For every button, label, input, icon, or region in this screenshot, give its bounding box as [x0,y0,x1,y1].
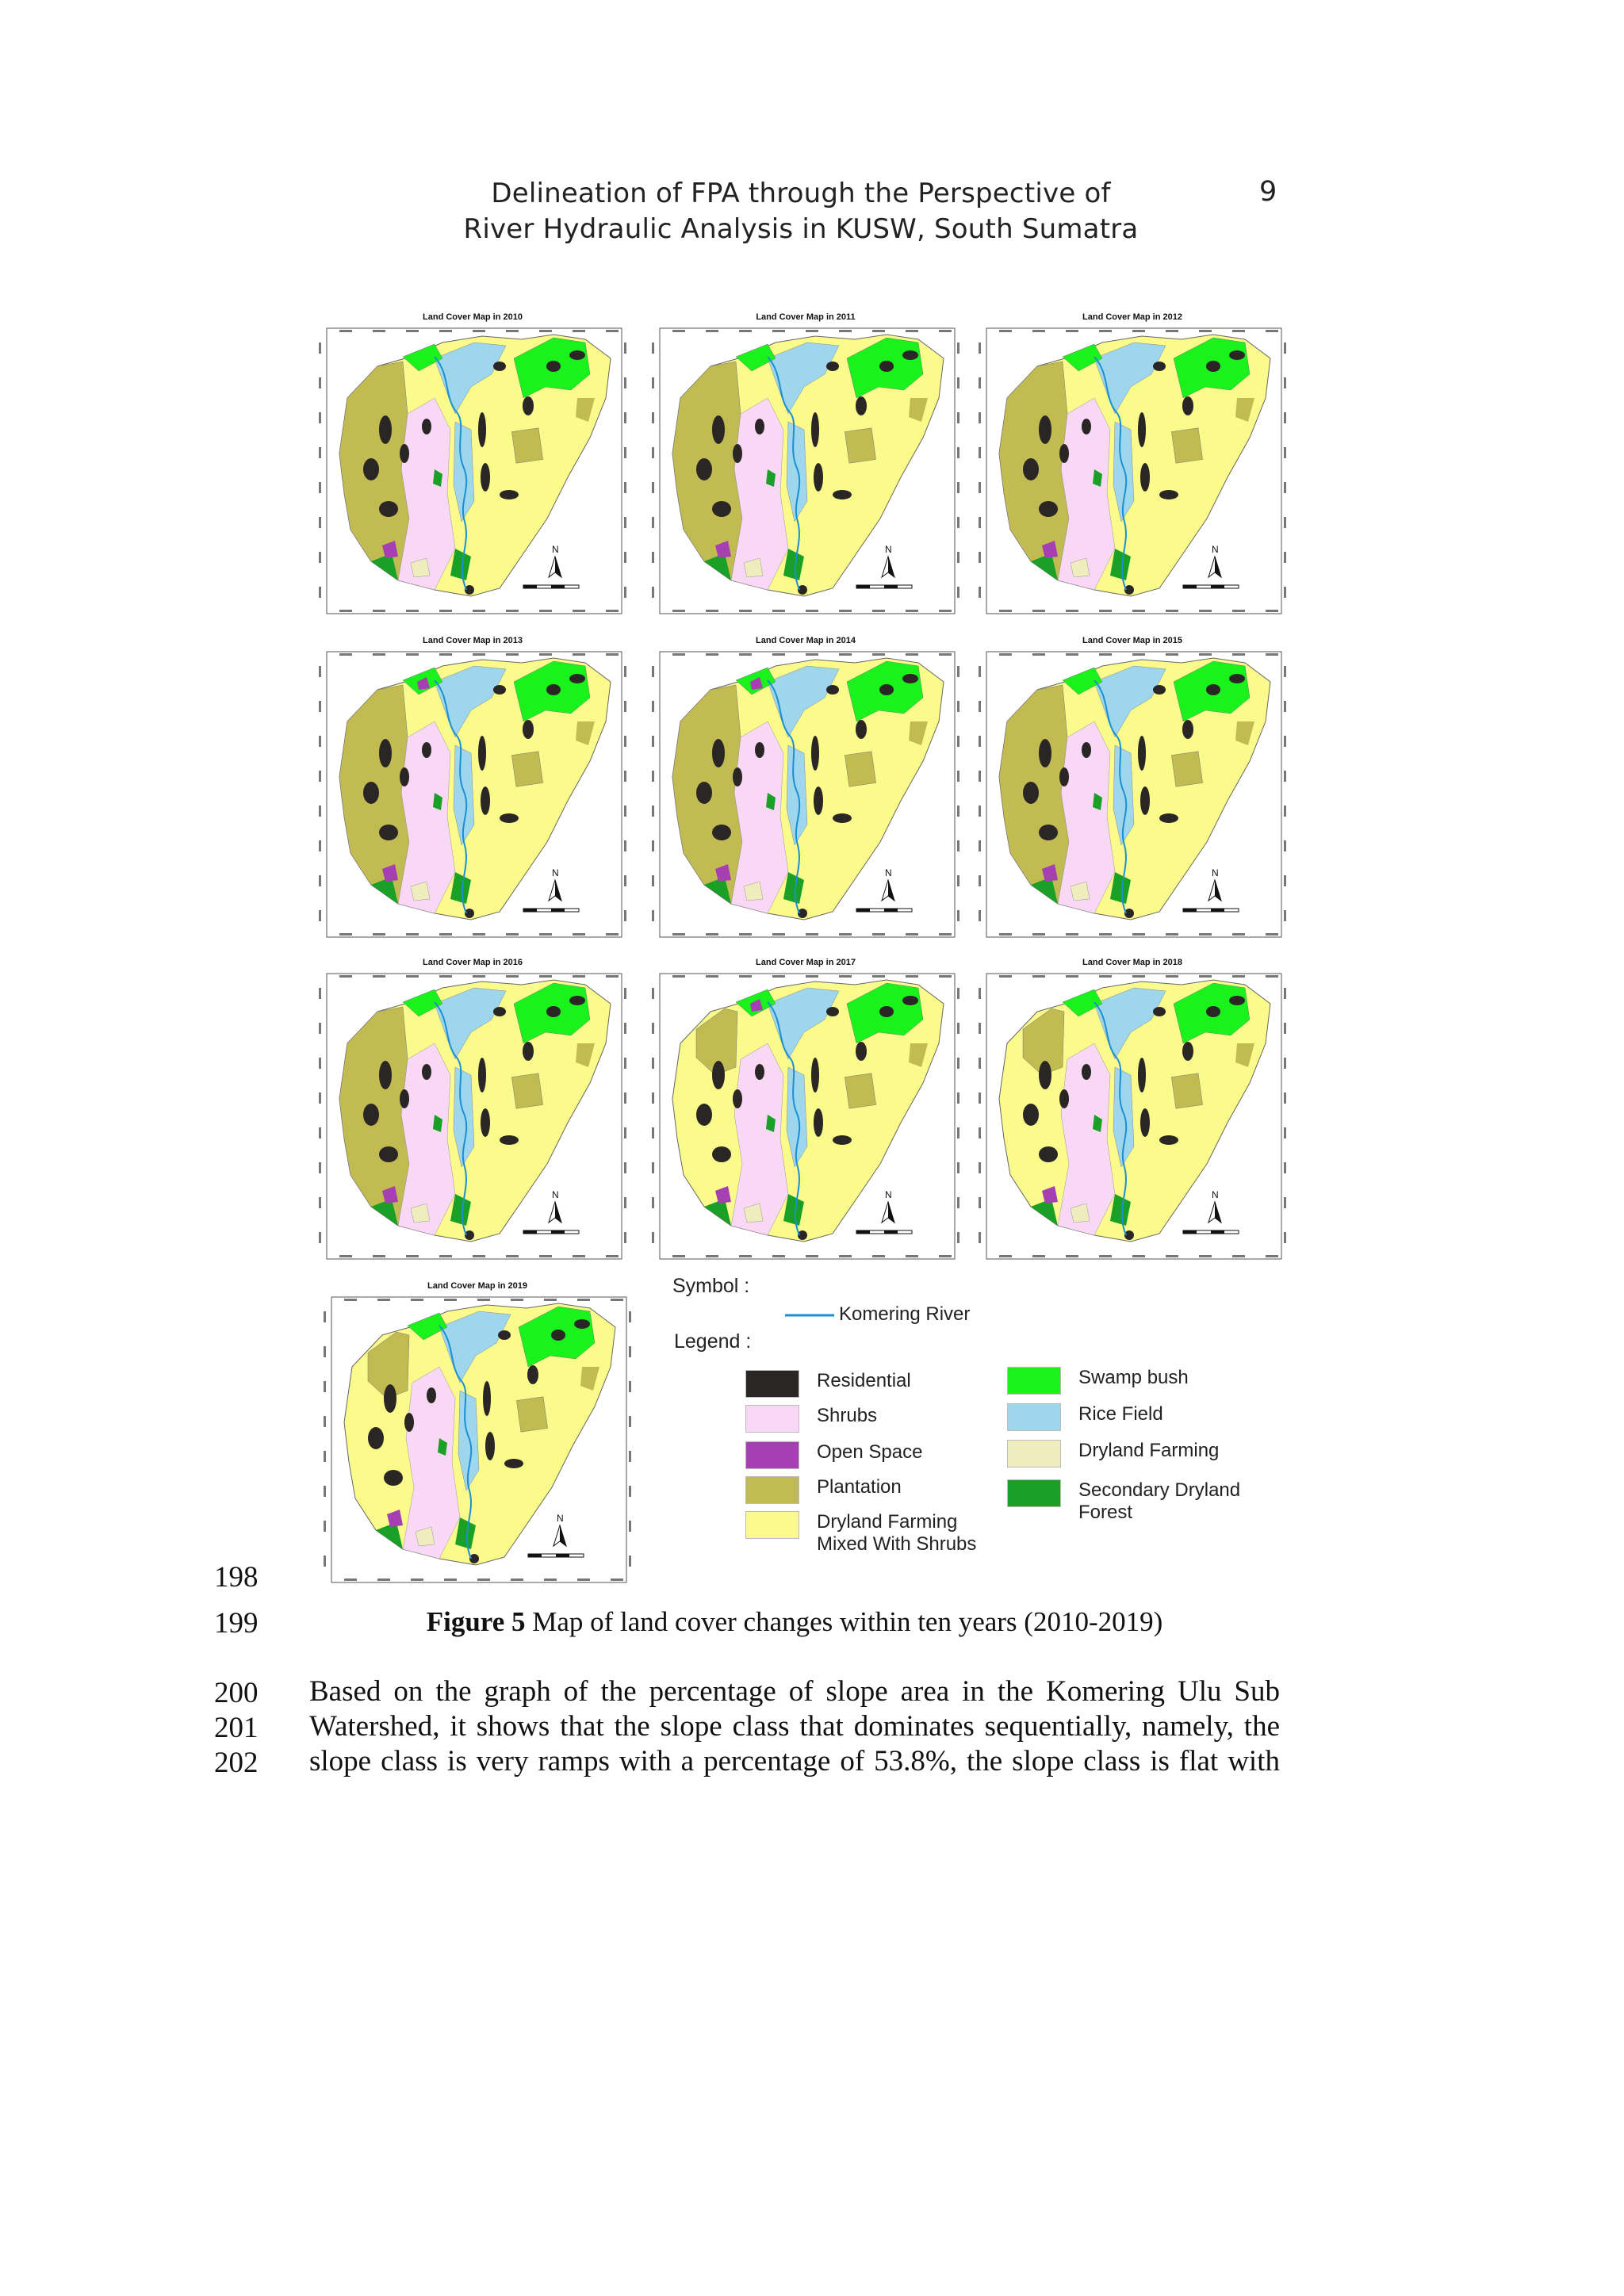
north-label: N [552,867,559,878]
map-title: Land Cover Map in 2012 [1082,312,1182,322]
line-number-199: 199 [214,1607,259,1640]
land-cover-map-1: Land Cover Map in 2010 N [316,311,630,624]
map-title: Land Cover Map in 2016 [423,958,523,967]
komering-river-label: Komering River [839,1303,971,1325]
land-cover-map-8: Land Cover Map in 2017 N [649,956,963,1269]
komering-river-symbol [785,1314,834,1317]
legend-label: Swamp bush [1078,1367,1189,1388]
legend-item: Dryland Farming [1007,1440,1269,1468]
land-cover-map-10: Land Cover Map in 2019 N [320,1280,634,1593]
map-graphic: N [979,327,1286,614]
north-label: N [1212,867,1219,878]
legend-label: Shrubs [817,1405,878,1426]
legend-swatch [1007,1367,1061,1395]
legend-swatch [1007,1440,1061,1468]
line-number-201: 201 [214,1712,259,1744]
legend-swatch [745,1405,799,1433]
body-text-line-1: Based on the graph of the percentage of … [309,1675,1280,1708]
land-cover-map-9: Land Cover Map in 2018 N [975,956,1289,1269]
map-title: Land Cover Map in 2018 [1082,958,1182,967]
running-head: Delineation of FPA through the Perspecti… [444,176,1158,247]
map-graphic: N [324,1296,631,1583]
land-cover-map-3: Land Cover Map in 2012 N [975,311,1289,624]
land-cover-map-2: Land Cover Map in 2011 N [649,311,963,624]
legend-label: Dryland Farming [1078,1440,1220,1461]
map-title: Land Cover Map in 2013 [423,636,523,645]
legend-label: Plantation [817,1476,902,1498]
legend-item: Rice Field [1007,1403,1269,1431]
legend-label: Dryland Farming Mixed With Shrubs [817,1511,977,1555]
map-graphic: N [652,651,959,938]
north-label: N [552,1189,559,1200]
legend-heading: Legend : [674,1330,752,1353]
land-cover-map-7: Land Cover Map in 2016 N [316,956,630,1269]
legend-item: Residential [745,1370,1007,1398]
map-graphic: N [652,973,959,1260]
figure-caption-label: Figure 5 [426,1606,526,1637]
map-title: Land Cover Map in 2010 [423,312,523,322]
legend-swatch [1007,1403,1061,1431]
map-graphic: N [319,651,626,938]
page-number: 9 [1259,176,1277,208]
map-legend: Symbol : Komering River Legend : Residen… [666,1275,1300,1560]
running-head-line-2: River Hydraulic Analysis in KUSW, South … [463,213,1139,245]
north-label: N [1212,544,1219,555]
legend-label: Rice Field [1078,1403,1163,1425]
map-graphic: N [979,973,1286,1260]
legend-item: Dryland Farming Mixed With Shrubs [745,1511,983,1556]
line-number-198: 198 [214,1561,259,1594]
legend-item: Plantation [745,1476,1007,1504]
legend-item: Swamp bush [1007,1367,1269,1395]
land-cover-map-4: Land Cover Map in 2013 N [316,634,630,947]
line-number-202: 202 [214,1747,259,1779]
map-title: Land Cover Map in 2011 [756,312,856,322]
map-title: Land Cover Map in 2019 [427,1281,527,1291]
map-graphic: N [319,327,626,614]
land-cover-map-5: Land Cover Map in 2014 N [649,634,963,947]
north-label: N [552,544,559,555]
legend-swatch [745,1441,799,1469]
map-graphic: N [319,973,626,1260]
legend-swatch [745,1476,799,1504]
figure-caption-text: Map of land cover changes within ten yea… [525,1606,1163,1637]
legend-label: Open Space [817,1441,923,1463]
legend-label: Secondary Dryland Forest [1078,1479,1241,1523]
north-label: N [885,544,892,555]
symbol-heading: Symbol : [672,1275,750,1297]
land-cover-map-6: Land Cover Map in 2015 N [975,634,1289,947]
legend-swatch [745,1370,799,1398]
legend-item: Secondary Dryland Forest [1007,1479,1269,1524]
north-label: N [557,1513,564,1524]
map-graphic: N [979,651,1286,938]
map-graphic: N [652,327,959,614]
map-title: Land Cover Map in 2015 [1082,636,1182,645]
legend-item: Shrubs [745,1405,1007,1433]
map-title: Land Cover Map in 2014 [756,636,856,645]
running-head-line-1: Delineation of FPA through the Perspecti… [491,178,1111,209]
north-label: N [1212,1189,1219,1200]
map-title: Land Cover Map in 2017 [756,958,856,967]
legend-item: Open Space [745,1441,1007,1469]
legend-swatch [1007,1479,1061,1507]
line-number-200: 200 [214,1677,259,1709]
legend-label: Residential [817,1370,911,1391]
body-text-line-2: Watershed, it shows that the slope class… [309,1710,1280,1743]
body-text-line-3: slope class is very ramps with a percent… [309,1745,1280,1777]
figure-caption: Figure 5 Map of land cover changes withi… [309,1606,1280,1638]
north-label: N [885,867,892,878]
legend-swatch [745,1511,799,1539]
north-label: N [885,1189,892,1200]
